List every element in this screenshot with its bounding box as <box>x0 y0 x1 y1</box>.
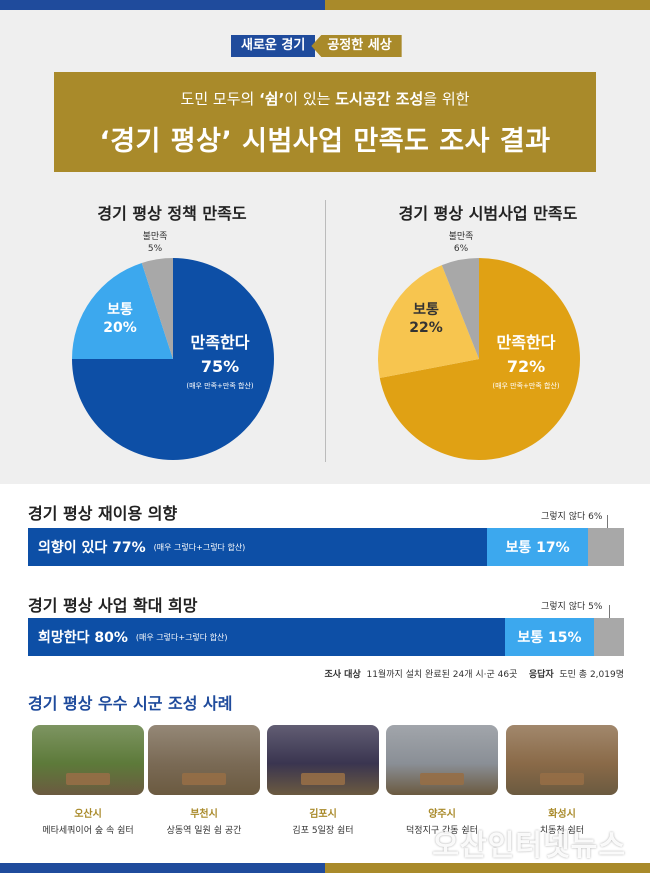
expand-no-label: 그렇지 않다 5% <box>541 602 603 612</box>
pie2-main-value: 72% <box>507 357 545 376</box>
case-city: 김포시 <box>309 809 337 820</box>
pie2-neutral-label: 보통 <box>413 302 439 318</box>
pie2-dissatisfied-label: 불만족 6% <box>438 231 484 255</box>
watermark: 오산인터넷뉴스 <box>432 828 626 862</box>
pie2-dissatisfied-value: 6% <box>453 244 469 254</box>
case-place: 김포 5일장 쉼터 <box>292 826 354 836</box>
top-color-bar <box>0 0 650 10</box>
pie1-main-note: (매우 만족+만족 합산) <box>186 381 254 390</box>
case-city: 부천시 <box>190 809 218 820</box>
case-city: 오산시 <box>74 809 102 820</box>
expand-no-segment <box>594 618 624 656</box>
case-photo <box>506 725 618 795</box>
bench-icon <box>181 772 227 786</box>
pie1-dissatisfied-value: 5% <box>147 244 163 254</box>
case-place: 메타세쿼이어 숲 속 쉼터 <box>42 826 134 836</box>
case-city: 양주시 <box>428 809 456 820</box>
pie2-slice-dissatisfied <box>441 258 479 359</box>
pie1-neutral-value: 20% <box>103 320 137 336</box>
pilot-satisfaction-pie: 만족한다 72% (매우 만족+만족 합산) 보통 22% <box>378 258 580 460</box>
slogan-part1: 새로운 경기 <box>231 35 316 57</box>
case-place: 치동천 쉼터 <box>539 826 585 836</box>
bench-icon <box>65 772 111 786</box>
banner-subtitle: 도민 모두의 ‘쉼’이 있는 도시공간 조성을 위한 <box>180 90 470 108</box>
slogan-part2: 공정한 세상 <box>311 35 402 57</box>
case-place: 상동역 일원 쉼 공간 <box>166 826 242 836</box>
pie2-title: 경기 평상 시범사업 만족도 <box>398 204 578 223</box>
pie2-main-note: (매우 만족+만족 합산) <box>492 381 560 390</box>
pie1-slice-neutral <box>72 262 173 359</box>
case-city: 화성시 <box>548 809 576 820</box>
pie1-dissatisfied-label: 불만족 5% <box>132 231 178 255</box>
pie1-title: 경기 평상 정책 만족도 <box>97 204 247 223</box>
bench-icon <box>539 772 585 786</box>
reuse-no-segment <box>588 528 624 566</box>
bench-icon <box>419 772 465 786</box>
slogan-badge: 새로운 경기 공정한 세상 <box>231 35 402 57</box>
reuse-bar: 의향이 있다 77% (매우 그렇다+그렇다 합산) 보통 17% <box>28 528 624 566</box>
pie2-neutral-value: 22% <box>409 320 443 336</box>
pie1-neutral-label: 보통 <box>107 302 133 318</box>
pie2-main-label: 만족한다 <box>497 333 556 352</box>
survey-info: 조사 대상 11월까지 설치 완료된 24개 시·군 46곳 응답자 도민 총 … <box>324 670 624 680</box>
reuse-neutral-segment: 보통 17% <box>486 528 589 566</box>
banner-title: ‘경기 평상’ 시범사업 만족도 조사 결과 <box>99 126 551 157</box>
title-banner: 도민 모두의 ‘쉼’이 있는 도시공간 조성을 위한 ‘경기 평상’ 시범사업 … <box>54 72 596 172</box>
expand-neutral-segment: 보통 15% <box>504 618 595 656</box>
reuse-yes-segment: 의향이 있다 77% (매우 그렇다+그렇다 합산) <box>28 528 487 566</box>
reuse-title: 경기 평상 재이용 의향 <box>28 504 178 523</box>
case-photo <box>32 725 144 795</box>
reuse-no-tick <box>607 515 608 528</box>
pie1-main-label: 만족한다 <box>191 333 250 352</box>
case-photo <box>267 725 379 795</box>
case-photo <box>386 725 498 795</box>
pie1-slice-dissatisfied <box>141 258 173 359</box>
policy-satisfaction-pie: 만족한다 75% (매우 만족+만족 합산) 보통 20% <box>72 258 274 460</box>
pie1-dissatisfied-text: 불만족 <box>142 232 168 242</box>
section-divider <box>325 200 326 462</box>
case-photo <box>148 725 260 795</box>
pie2-slice-satisfied <box>379 258 580 460</box>
cases-title: 경기 평상 우수 시군 조성 사례 <box>28 694 233 713</box>
pie1-main-value: 75% <box>201 357 239 376</box>
case-place: 덕정지구 간동 쉼터 <box>406 826 478 836</box>
bottom-color-bar <box>0 863 650 873</box>
expand-title: 경기 평상 사업 확대 희망 <box>28 596 198 615</box>
expand-no-tick <box>609 605 610 618</box>
pie2-dissatisfied-text: 불만족 <box>448 232 474 242</box>
expand-yes-segment: 희망한다 80% (매우 그렇다+그렇다 합산) <box>28 618 505 656</box>
reuse-no-label: 그렇지 않다 6% <box>541 512 603 522</box>
expand-bar: 희망한다 80% (매우 그렇다+그렇다 합산) 보통 15% <box>28 618 624 656</box>
bench-icon <box>300 772 346 786</box>
pie2-slice-neutral <box>378 265 479 378</box>
